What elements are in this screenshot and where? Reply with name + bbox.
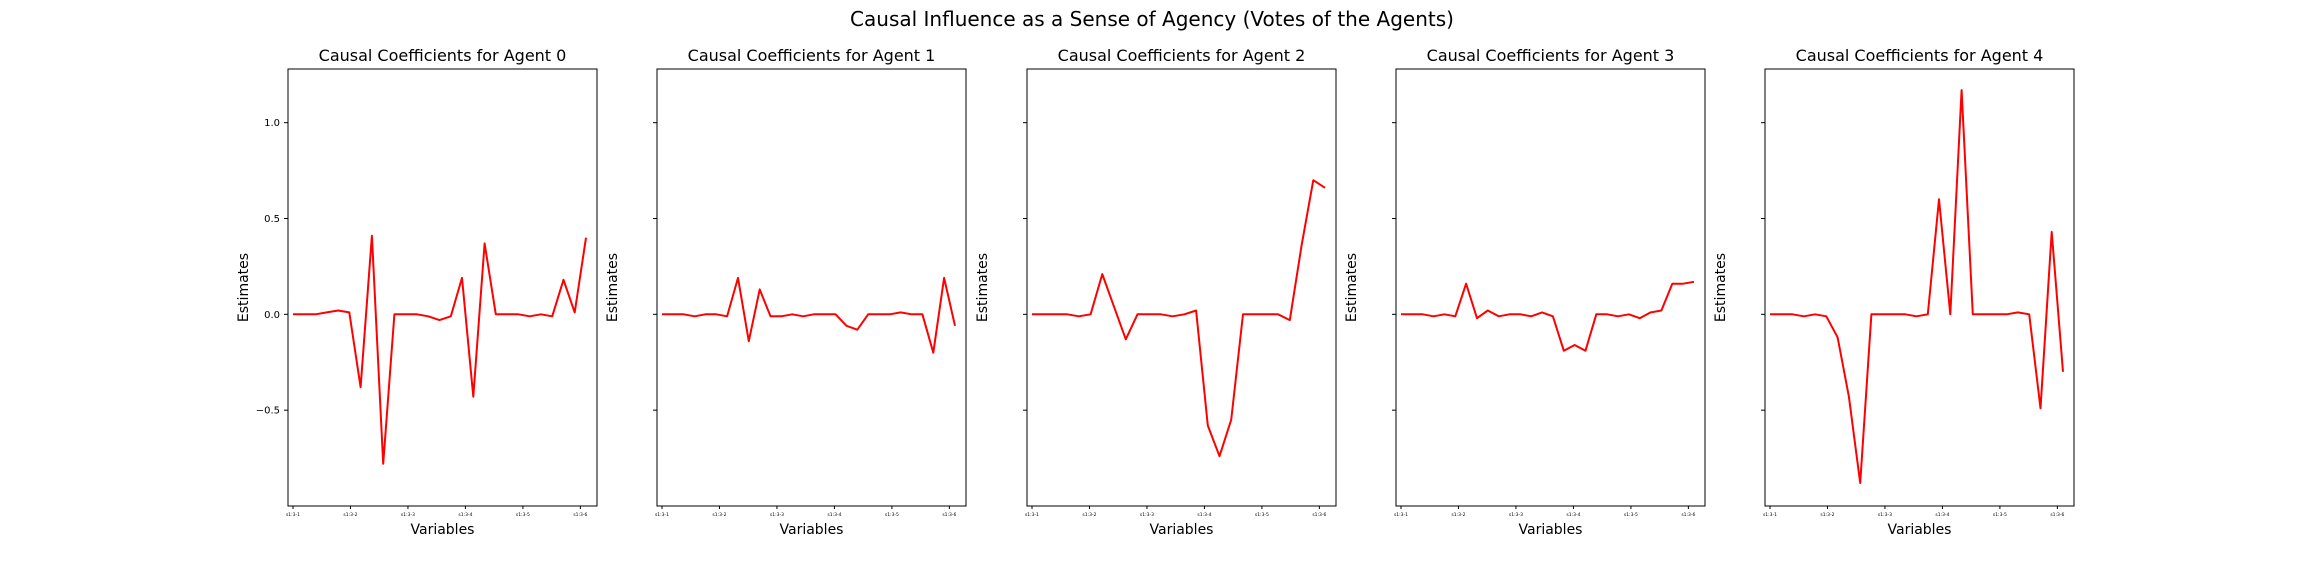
x-tick-label: s1:3-3 (1140, 512, 1154, 518)
x-tick-label: s1:3-2 (712, 512, 726, 518)
subplot-title: Causal Coefficients for Agent 0 (319, 46, 567, 65)
plot-frame (1764, 68, 2075, 507)
x-axis-label: Variables (411, 522, 475, 538)
series-line-agent-2 (1032, 179, 1326, 458)
x-tick-label: s1:3-6 (1312, 512, 1326, 518)
x-tick-label: s1:3-6 (1681, 512, 1695, 518)
series-line-agent-4 (1770, 89, 2064, 484)
x-tick-label: s1:3-4 (1566, 512, 1580, 518)
y-axis-label: Estimates (1713, 253, 1729, 322)
x-tick-label: s1:3-4 (1197, 512, 1211, 518)
suptitle: Causal Influence as a Sense of Agency (V… (850, 7, 1454, 31)
subplot-title: Causal Coefficients for Agent 4 (1796, 46, 2044, 65)
subplot-agent-2: Causal Coefficients for Agent 2 s1:3-1 s1:… (975, 46, 1337, 538)
x-tick-label: s1:3-5 (885, 512, 899, 518)
y-axis-label: Estimates (975, 253, 991, 322)
x-tick-label: s1:3-4 (458, 512, 472, 518)
x-tick-label: s1:3-1 (1025, 512, 1039, 518)
subplot-title: Causal Coefficients for Agent 2 (1058, 46, 1306, 65)
x-tick-label: s1:3-5 (1255, 512, 1269, 518)
subplot-grid: Causal Coefficients for Agent 0 −0.5 0.0 0.… (236, 46, 2075, 538)
y-tick-label: −0.5 (256, 406, 280, 417)
x-tick-label: s1:3-2 (1820, 512, 1834, 518)
subplot-agent-4: Causal Coefficients for Agent 4 s1:3-1 s1:… (1713, 46, 2075, 538)
x-tick-label: s1:3-5 (516, 512, 530, 518)
x-tick-label: s1:3-1 (655, 512, 669, 518)
x-tick-label: s1:3-3 (401, 512, 415, 518)
plot-frame (656, 68, 967, 507)
x-tick-label: s1:3-1 (1763, 512, 1777, 518)
y-tick-label: 1.0 (264, 118, 280, 129)
plot-frame (1395, 68, 1706, 507)
x-tick-label: s1:3-5 (1993, 512, 2007, 518)
subplot-agent-0: Causal Coefficients for Agent 0 −0.5 0.0 0.… (236, 46, 598, 538)
y-tick-label: 0.5 (264, 214, 280, 225)
x-tick-label: s1:3-1 (1394, 512, 1408, 518)
y-axis-label: Estimates (1344, 253, 1360, 322)
subplot-title: Causal Coefficients for Agent 3 (1427, 46, 1675, 65)
x-tick-label: s1:3-4 (827, 512, 841, 518)
x-tick-label: s1:3-2 (1451, 512, 1465, 518)
subplot-title: Causal Coefficients for Agent 1 (688, 46, 936, 65)
subplot-agent-1: Causal Coefficients for Agent 1 s1:3-1 s1:… (605, 46, 967, 538)
x-tick-label: s1:3-5 (1624, 512, 1638, 518)
x-tick-label: s1:3-6 (573, 512, 587, 518)
x-axis-label: Variables (780, 522, 844, 538)
plot-frame (1026, 68, 1337, 507)
x-axis-label: Variables (1150, 522, 1214, 538)
plot-frame (287, 68, 598, 507)
y-axis-label: Estimates (605, 253, 621, 322)
x-tick-label: s1:3-1 (286, 512, 300, 518)
x-tick-label: s1:3-4 (1935, 512, 1949, 518)
x-axis-label: Variables (1519, 522, 1583, 538)
x-tick-label: s1:3-3 (770, 512, 784, 518)
x-tick-label: s1:3-2 (1082, 512, 1096, 518)
subplot-agent-3: Causal Coefficients for Agent 3 s1:3-1 s1:… (1344, 46, 1706, 538)
x-tick-label: s1:3-3 (1878, 512, 1892, 518)
series-line-agent-0 (293, 234, 587, 465)
x-axis-label: Variables (1888, 522, 1952, 538)
x-tick-label: s1:3-6 (2050, 512, 2064, 518)
series-line-agent-3 (1401, 280, 1695, 352)
x-tick-label: s1:3-6 (942, 512, 956, 518)
y-tick-label: 0.0 (264, 310, 280, 321)
y-axis-label: Estimates (236, 253, 252, 322)
x-tick-label: s1:3-3 (1509, 512, 1523, 518)
series-line-agent-1 (662, 276, 956, 354)
x-tick-label: s1:3-2 (343, 512, 357, 518)
